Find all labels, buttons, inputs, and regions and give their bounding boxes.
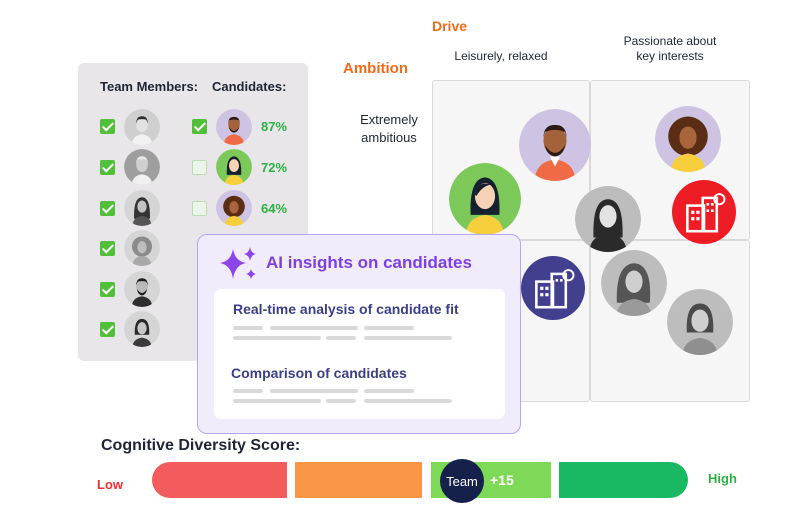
ai-insight-item[interactable]: Comparison of candidates [231,365,407,381]
text-placeholder-line [270,389,358,393]
text-placeholder-line [233,336,321,340]
candidate-checkbox[interactable] [192,201,207,216]
team-score-marker[interactable]: Team [440,459,484,503]
text-placeholder-line [364,336,452,340]
team-member-checkbox[interactable] [100,282,115,297]
team-members-header: Team Members: [100,79,199,94]
team-member-woman-long-hair-avatar[interactable] [575,186,641,252]
woman-curly-candidate-icon [216,190,252,226]
text-placeholder-line [233,326,263,330]
drive-low-label: Leisurely, relaxed [454,49,548,63]
company-building-icon[interactable] [521,256,585,320]
text-placeholder-line [233,389,263,393]
team-member-checkbox[interactable] [100,241,115,256]
company-building-icon[interactable] [672,180,736,244]
team-member-woman-bob-avatar[interactable] [667,289,733,355]
ambition-axis-title: Ambition [343,60,408,77]
candidate-checkbox[interactable] [192,119,207,134]
team-score-label: Team [446,473,478,489]
man-beard-candidate-icon [216,109,252,145]
ai-insight-item[interactable]: Real-time analysis of candidate fit [233,301,459,317]
ai-insights-card: AI insights on candidates Real-time anal… [197,234,521,434]
candidate-man-beard-avatar[interactable] [519,109,591,181]
team-member-checkbox[interactable] [100,119,115,134]
score-segment-medium [295,462,422,498]
drive-high-label: Passionate about key interests [623,34,717,63]
text-placeholder-line [270,326,358,330]
candidate-woman-avatar[interactable] [449,163,521,235]
team-member-woman-curly-avatar[interactable] [601,250,667,316]
text-placeholder-line [326,336,356,340]
man-short-hair-icon [124,109,160,145]
candidate-fit-percent: 64% [261,201,288,216]
team-member-checkbox[interactable] [100,160,115,175]
text-placeholder-line [364,326,414,330]
ai-insights-title: AI insights on candidates [266,253,472,272]
candidate-woman-curly-avatar[interactable] [655,106,721,172]
score-high-label: High [708,471,737,486]
team-member-checkbox[interactable] [100,322,115,337]
woman-long-hair-icon [124,190,160,226]
ambition-high-label: Extremely ambitious [360,112,418,145]
man-grey-hair-icon [124,149,160,185]
score-low-label: Low [97,477,123,492]
team-member-checkbox[interactable] [100,201,115,216]
woman-bob-hair-icon [124,311,160,347]
text-placeholder-line [364,399,452,403]
woman-candidate-icon [216,149,252,185]
diversity-score-title: Cognitive Diversity Score: [101,437,301,454]
candidate-fit-percent: 87% [261,119,288,134]
drive-axis-title: Drive [432,18,468,34]
sparkle-icon [218,245,260,285]
text-placeholder-line [364,389,414,393]
man-beard-icon [124,271,160,307]
team-score-delta: +15 [490,472,514,488]
woman-curly-hair-icon [124,230,160,266]
text-placeholder-line [326,399,356,403]
candidate-checkbox[interactable] [192,160,207,175]
score-segment-low [152,462,287,498]
candidate-fit-percent: 72% [261,160,288,175]
ai-insights-list: Real-time analysis of candidate fit Comp… [214,289,505,419]
score-segment-high [559,462,688,498]
text-placeholder-line [233,399,321,403]
candidates-header: Candidates: [212,79,287,94]
